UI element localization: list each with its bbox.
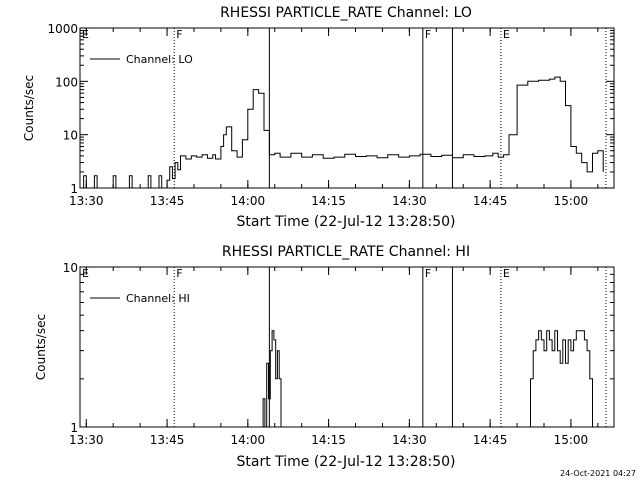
y-tick-label: 10 — [63, 129, 78, 143]
plot-frame — [79, 266, 615, 428]
x-tick-label: 14:30 — [392, 194, 427, 208]
y-tick-label: 1000 — [47, 22, 78, 36]
x-tick-label: 14:15 — [311, 433, 346, 447]
panel-hi: RHESSI PARTICLE_RATE Channel: HI E F F E 13… — [34, 244, 615, 470]
series — [80, 76, 604, 189]
event-marker-label: F — [176, 28, 182, 41]
x-tick-label: 15:00 — [554, 194, 589, 208]
x-tick-label: 14:00 — [231, 433, 266, 447]
x-ticks: 13:30 13:45 14:00 14:15 14:30 14:45 15:00 — [69, 28, 599, 208]
series-line — [527, 330, 593, 428]
plot-frame — [79, 27, 615, 189]
y-ticks: 1 10 100 1000 — [47, 22, 614, 196]
legend: Channel: LO — [90, 53, 193, 66]
event-marker-label: F — [425, 267, 431, 280]
legend-label: Channel: LO — [126, 53, 193, 66]
event-marker-label: F — [176, 267, 182, 280]
y-tick-label: 10 — [63, 261, 78, 275]
y-tick-label: 1 — [70, 421, 78, 435]
x-tick-label: 13:45 — [150, 194, 185, 208]
x-ticks: 13:30 13:45 14:00 14:15 14:30 14:45 15:00 — [69, 267, 599, 447]
x-tick-label: 14:00 — [231, 194, 266, 208]
x-tick-label: 13:45 — [150, 433, 185, 447]
chart-title: RHESSI PARTICLE_RATE Channel: LO — [220, 5, 472, 21]
x-tick-label: 15:00 — [554, 433, 589, 447]
y-tick-label: 100 — [55, 75, 78, 89]
legend-label: Channel: HI — [126, 292, 190, 305]
event-marker-label: F — [425, 28, 431, 41]
series-line — [80, 76, 604, 189]
legend: Channel: HI — [90, 292, 190, 305]
footer-timestamp: 24-Oct-2021 04:27 — [560, 469, 636, 478]
series — [261, 330, 593, 428]
event-marker-label: E — [503, 267, 510, 280]
x-axis-label: Start Time (22-Jul-12 13:28:50) — [236, 454, 455, 470]
event-marker-label: E — [82, 267, 89, 280]
event-marker-label: E — [503, 28, 510, 41]
chart-title: RHESSI PARTICLE_RATE Channel: HI — [222, 244, 470, 260]
x-tick-label: 13:30 — [69, 194, 104, 208]
x-axis-label: Start Time (22-Jul-12 13:28:50) — [236, 214, 455, 230]
series-line — [261, 330, 282, 428]
y-ticks: 1 10 — [63, 261, 614, 435]
event-marker-label: E — [82, 28, 89, 41]
x-tick-label: 13:30 — [69, 433, 104, 447]
y-axis-label: Counts/sec — [22, 75, 36, 141]
x-tick-label: 14:15 — [311, 194, 346, 208]
y-axis-label: Counts/sec — [34, 314, 48, 380]
x-tick-label: 14:30 — [392, 433, 427, 447]
panel-lo: RHESSI PARTICLE_RATE Channel: LO E F F E 13… — [22, 5, 615, 230]
x-tick-label: 14:45 — [473, 433, 508, 447]
y-tick-label: 1 — [70, 182, 78, 196]
x-tick-label: 14:45 — [473, 194, 508, 208]
